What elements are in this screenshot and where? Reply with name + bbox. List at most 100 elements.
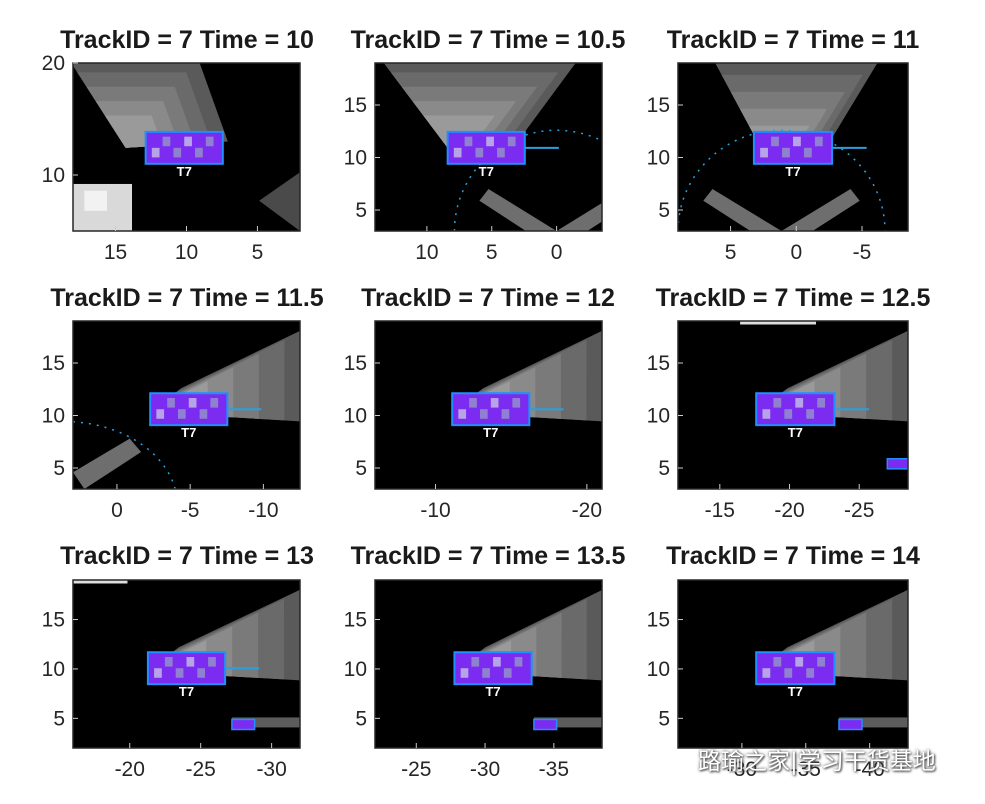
occupancy-cell: [197, 668, 206, 678]
y-tick-label: 10: [647, 147, 670, 170]
occupancy-cell: [195, 147, 203, 158]
occupancy-cell: [784, 668, 793, 678]
occupancy-cell: [151, 147, 160, 158]
static-obstacle: [84, 190, 108, 211]
occupancy-cell: [453, 147, 462, 158]
x-tick-label: -30: [256, 758, 286, 781]
occupancy-cell: [501, 409, 510, 419]
axes-frame: [677, 579, 909, 749]
y-tick-label: 20: [42, 52, 65, 75]
subplot-3: TrackID = 7 Time = 11 T7 5 0 -5 5 10 15: [647, 26, 920, 264]
subplot-4: TrackID = 7 Time = 11.5 T7 0 -5 -10 5 10 15: [42, 284, 324, 522]
occupancy-cell: [817, 398, 826, 408]
axes-frame: [677, 62, 909, 232]
track-label: T7: [177, 164, 192, 179]
x-tick-label: -25: [186, 758, 216, 781]
wechat-icon: [665, 750, 692, 769]
occupancy-cell: [460, 668, 469, 678]
occupancy-cell: [512, 398, 521, 408]
panel-title: TrackID = 7 Time = 13: [60, 542, 314, 570]
occupancy-cell: [156, 409, 165, 419]
axes-frame: [677, 320, 909, 490]
occupancy-cell: [482, 668, 490, 678]
x-tick-label: 15: [104, 241, 127, 264]
x-tick-label: 10: [415, 241, 438, 264]
y-tick-label: 15: [647, 94, 670, 117]
occupancy-cell: [458, 409, 467, 419]
track-box: [149, 392, 229, 427]
x-tick-label: -35: [539, 758, 569, 781]
y-tick-label: 5: [355, 457, 367, 480]
second-object: [886, 458, 908, 470]
occupancy-cell: [464, 136, 473, 147]
occupancy-cell: [186, 657, 195, 667]
occupancy-cell: [162, 136, 171, 147]
occupancy-cell: [503, 668, 512, 678]
subplot-6: TrackID = 7 Time = 12.5 T7 -15 -20 -25 5 10 15: [647, 284, 931, 522]
occupancy-cell: [177, 409, 186, 419]
occupancy-cell: [167, 398, 175, 408]
panel-title: TrackID = 7 Time = 12.5: [656, 284, 931, 312]
occupancy-cell: [475, 147, 484, 158]
occupancy-cell: [760, 147, 768, 158]
track-label: T7: [788, 684, 803, 699]
occupancy-cell: [184, 136, 192, 147]
axes-frame: [374, 579, 603, 749]
occupancy-grid: T7: [73, 580, 300, 731]
x-tick-label: -25: [844, 499, 874, 522]
x-tick-label: 10: [175, 241, 198, 264]
track-label: T7: [181, 425, 196, 440]
occupancy-cell: [486, 136, 494, 147]
y-tick-label: 10: [344, 147, 367, 170]
trailing-beam: [231, 717, 300, 728]
x-tick-label: 5: [486, 241, 498, 264]
y-tick-label: 10: [647, 658, 670, 681]
second-object: [838, 718, 863, 731]
occupancy-grid: T7: [451, 330, 602, 440]
y-tick-label: 15: [42, 352, 65, 375]
subplot-7: TrackID = 7 Time = 13 T7 -20 -25 -30 5 10 15: [42, 542, 314, 781]
occupancy-cell: [514, 657, 523, 667]
terrain: [259, 172, 300, 231]
x-tick-label: -30: [727, 758, 757, 781]
terrain: [703, 189, 860, 231]
x-tick-label: -35: [791, 758, 821, 781]
occupancy-cell: [784, 409, 793, 419]
occupancy-grid: T7: [383, 63, 602, 231]
panel-title: TrackID = 7 Time = 12: [361, 284, 615, 312]
occupancy-cell: [793, 136, 801, 147]
axes-frame: [374, 320, 603, 490]
occupancy-cell: [782, 147, 790, 158]
x-tick-label: -20: [774, 499, 804, 522]
x-tick-label: -25: [401, 758, 431, 781]
x-tick-label: -30: [470, 758, 500, 781]
y-tick-label: 15: [344, 94, 367, 117]
x-tick-label: -15: [705, 499, 735, 522]
x-tick-label: -10: [420, 499, 450, 522]
panel-title: TrackID = 7 Time = 11.5: [50, 284, 323, 312]
track-label: T7: [179, 684, 194, 699]
panel-title: TrackID = 7 Time = 10: [60, 26, 314, 54]
axes-frame: [72, 320, 301, 490]
axes-frame: [72, 579, 301, 749]
second-object: [231, 718, 256, 731]
subplot-2: TrackID = 7 Time = 10.5 T7 10 5 0 5 10 15: [344, 26, 626, 264]
track-label: T7: [483, 425, 498, 440]
occupancy-cell: [490, 398, 499, 408]
x-tick-label: 0: [551, 241, 563, 264]
panel-title: TrackID = 7 Time = 13.5: [351, 542, 626, 570]
occupancy-cell: [773, 657, 782, 667]
occupancy-cell: [164, 657, 173, 667]
panel-title: TrackID = 7 Time = 10.5: [351, 26, 626, 54]
x-tick-label: -20: [572, 499, 602, 522]
x-tick-label: 5: [252, 241, 264, 264]
occupancy-cell: [762, 668, 771, 678]
occupancy-cell: [762, 409, 771, 419]
x-tick-label: 0: [111, 499, 123, 522]
y-tick-label: 10: [42, 405, 65, 428]
panel-title: TrackID = 7 Time = 11: [667, 26, 920, 54]
second-object: [533, 718, 558, 731]
occupancy-cell: [175, 668, 184, 678]
occupancy-cell: [814, 136, 823, 147]
y-tick-label: 10: [344, 658, 367, 681]
